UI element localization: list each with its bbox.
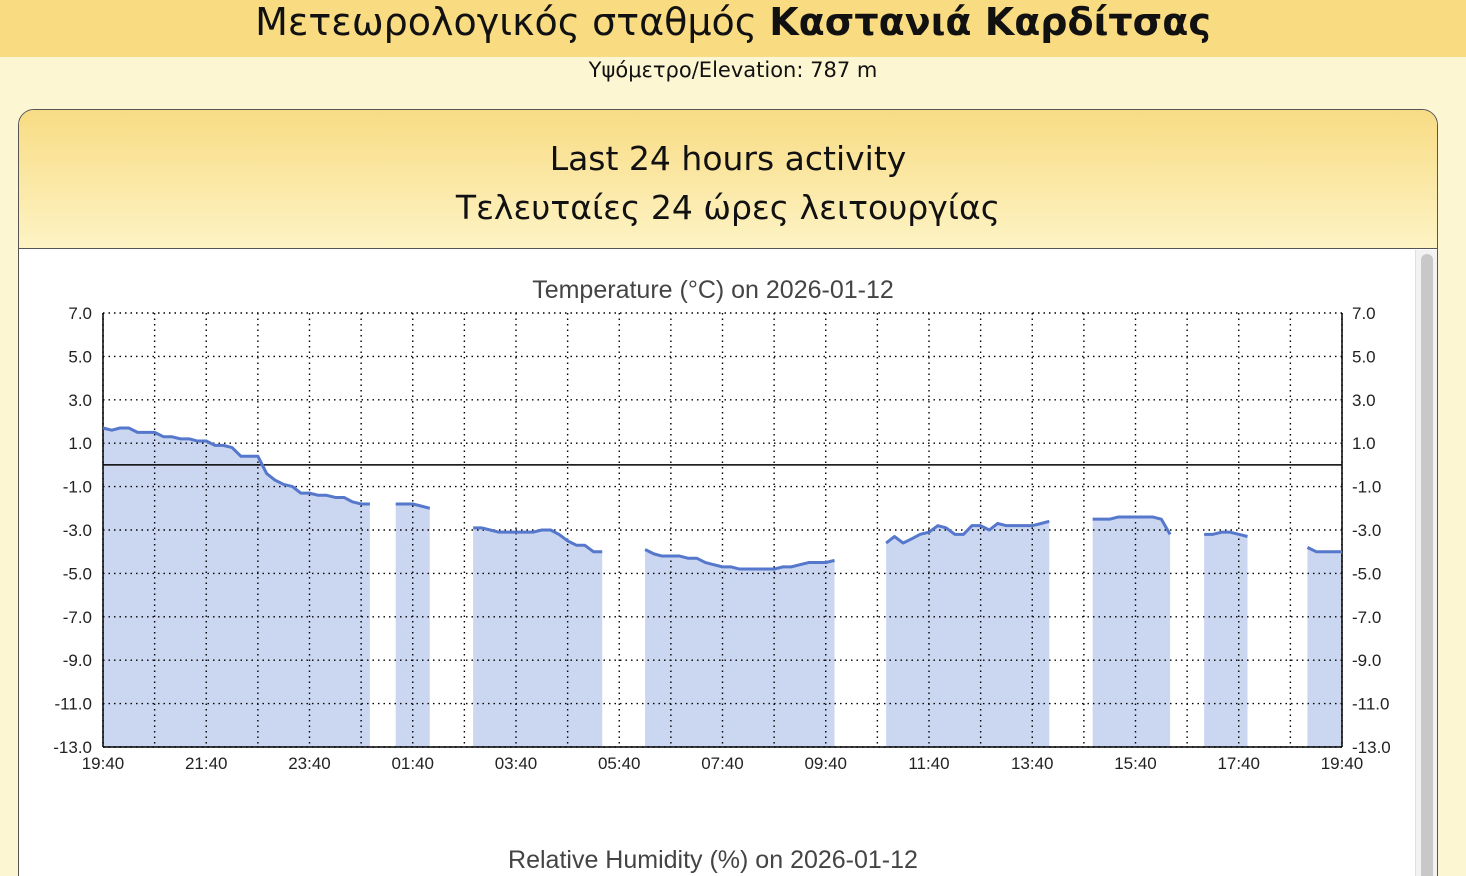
y-tick-label-left: -7.0 [63,608,92,627]
temperature-area-segment [886,521,1050,747]
panel-header: Last 24 hours activity Τελευταίες 24 ώρε… [19,110,1437,249]
y-tick-label-left: -5.0 [63,564,92,583]
humidity-chart-title: Relative Humidity (%) on 2026-01-12 [508,846,918,874]
y-tick-label-right: 3.0 [1352,391,1376,410]
temperature-area-segment [1307,547,1342,747]
y-tick-label-left: -1.0 [63,478,92,497]
y-tick-label-right: 1.0 [1352,434,1376,453]
scrollbar[interactable] [1415,250,1437,876]
y-tick-label-right: -3.0 [1352,521,1381,540]
temperature-chart-title: Temperature (°C) on 2026-01-12 [532,276,894,304]
y-tick-label-right: -7.0 [1352,608,1381,627]
station-prefix: Μετεωρολογικός σταθμός [255,0,758,44]
temperature-area-segment [473,527,603,747]
elevation-label: Υψόμετρο/Elevation: 787 m [588,58,878,82]
temperature-line-segment [885,519,1050,545]
y-tick-label-left: 7.0 [68,304,92,323]
panel-title-en: Last 24 hours activity [549,139,907,178]
temperature-area-segment [1204,532,1248,747]
x-tick-label: 03:40 [495,754,538,773]
temperature-line-segment [395,502,431,510]
x-tick-label: 19:40 [82,754,125,773]
x-tick-label: 11:40 [908,754,949,773]
y-tick-label-left: 5.0 [68,347,92,366]
x-tick-label: 15:40 [1114,754,1157,773]
temperature-line-segment [102,426,370,506]
y-tick-label-left: -3.0 [63,521,92,540]
y-tick-label-right: -9.0 [1352,651,1381,670]
temperature-line-segment [644,548,835,571]
station-title: Μετεωρολογικός σταθμός Καστανιά Καρδίτσα… [0,0,1466,44]
temperature-line-segment [1306,546,1342,554]
charts-canvas: Temperature (°C) on 2026-01-12 7.0 7.0 5.0… [53,276,1391,874]
x-tick-label: 07:40 [701,754,744,773]
temperature-line-segment [1204,530,1248,538]
x-tick-label: 05:40 [598,754,641,773]
temperature-line-segment [1092,515,1172,536]
temperature-area-segment [395,503,430,747]
station-name: Καστανιά Καρδίτσας [769,0,1211,44]
x-tick-label: 23:40 [288,754,331,773]
x-tick-label: 01:40 [391,754,434,773]
temperature-area-segment [1092,516,1171,747]
x-tick-label: 17:40 [1217,754,1260,773]
y-tick-label-right: 5.0 [1352,347,1376,366]
y-tick-label-left: -11.0 [55,695,93,714]
station-header: Μετεωρολογικός σταθμός Καστανιά Καρδίτσα… [0,0,1466,57]
y-tick-label-right: 7.0 [1352,304,1376,323]
y-tick-label-left: 1.0 [68,434,92,453]
y-tick-label-right: -1.0 [1352,478,1381,497]
temperature-chart: 7.0 7.0 5.0 5.0 3.0 3.0 1.0 1.0 -1.0 -1.0 -3.0 -3.0… [53,304,1391,773]
y-tick-label-left: 3.0 [68,391,92,410]
x-tick-label: 13:40 [1011,754,1054,773]
y-tick-label-right: -5.0 [1352,564,1381,583]
temperature-line-segment [473,526,603,554]
y-tick-label-left: -9.0 [63,651,92,670]
temperature-area-segment [645,549,835,747]
x-tick-label: 19:40 [1321,754,1364,773]
y-tick-label-left: -13.0 [53,738,92,757]
temperature-area-segment [103,428,370,747]
y-tick-label-right: -13.0 [1352,738,1391,757]
y-tick-label-right: -11.0 [1352,695,1390,714]
scrollbar-thumb[interactable] [1421,254,1433,876]
x-tick-label: 21:40 [185,754,228,773]
panel-title-el: Τελευταίες 24 ώρες λειτουργίας [455,188,1001,227]
x-tick-label: 09:40 [804,754,847,773]
